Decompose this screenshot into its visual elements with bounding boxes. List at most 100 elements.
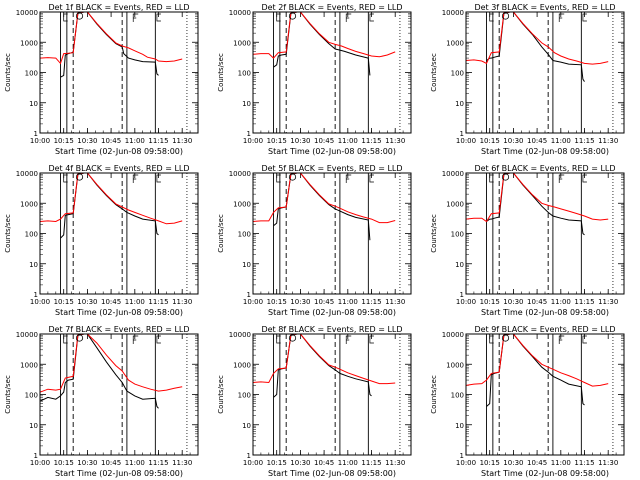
x-axis-label: Start Time (02-Jun-08 09:58:00) [268, 147, 396, 156]
interval-flag-icon [558, 174, 565, 183]
x-tick-label: 10:45 [101, 137, 121, 145]
panel-title: Det 3f BLACK = Events, RED = LLD [474, 3, 615, 12]
x-tick-label: 10:45 [314, 298, 334, 306]
x-tick-label: 10:45 [527, 137, 547, 145]
x-tick-label: 10:00 [30, 137, 50, 145]
x-tick-label: 11:15 [361, 459, 381, 467]
interval-flag-icon [558, 13, 565, 22]
interval-bracket-icon [369, 13, 374, 22]
series-events-line [40, 334, 159, 409]
x-axis-label: Start Time (02-Jun-08 09:58:00) [55, 469, 183, 478]
x-tick-label: 11:00 [338, 137, 358, 145]
series-lld-line [253, 334, 396, 385]
series-events-line [60, 173, 159, 239]
y-tick-label: 1 [34, 452, 38, 460]
x-tick-label: 10:30 [77, 298, 97, 306]
panel: Det 4f BLACK = Events, RED = LLD Start Ti… [4, 164, 199, 317]
x-tick-label: 11:30 [172, 137, 192, 145]
series-lld-line [253, 12, 396, 59]
plot-frame [39, 11, 199, 134]
y-tick-label: 1 [247, 452, 251, 460]
interval-bracket-icon [276, 335, 281, 344]
x-axis-label: Start Time (02-Jun-08 09:58:00) [481, 469, 609, 478]
interval-flag-icon [345, 174, 352, 183]
interval-flag-icon [132, 13, 139, 22]
x-tick-label: 10:45 [527, 459, 547, 467]
x-tick-label: 10:45 [314, 137, 334, 145]
y-tick-label: 10000 [16, 9, 38, 17]
x-tick-label: 10:15 [267, 459, 287, 467]
y-tick-label: 10000 [442, 331, 464, 339]
x-tick-label: 10:30 [290, 459, 310, 467]
x-axis-label: Start Time (02-Jun-08 09:58:00) [55, 147, 183, 156]
x-tick-label: 10:15 [54, 298, 74, 306]
y-tick-label: 100 [25, 70, 38, 78]
y-axis-label: Counts/sec [4, 214, 12, 253]
interval-bracket-icon [369, 335, 374, 344]
series-lld-line [40, 173, 183, 225]
y-tick-label: 10 [455, 261, 464, 269]
y-tick-label: 10000 [16, 331, 38, 339]
y-tick-label: 10 [242, 261, 251, 269]
x-tick-label: 11:15 [148, 137, 168, 145]
y-axis-label: Counts/sec [217, 53, 225, 92]
y-tick-label: 10000 [229, 170, 251, 178]
x-tick-label: 10:00 [456, 137, 476, 145]
panel-title: Det 8f BLACK = Events, RED = LLD [261, 325, 402, 334]
y-tick-label: 1000 [20, 39, 38, 47]
x-tick-label: 10:00 [456, 459, 476, 467]
peak-marker-icon [75, 12, 84, 20]
x-tick-label: 10:00 [456, 298, 476, 306]
series-group [40, 173, 183, 239]
interval-bracket-icon [489, 335, 494, 344]
interval-bracket-icon [156, 174, 161, 183]
x-tick-label: 10:30 [503, 137, 523, 145]
y-tick-label: 100 [451, 392, 464, 400]
x-tick-label: 10:15 [480, 459, 500, 467]
interval-bracket-icon [582, 174, 587, 183]
interval-bracket-icon [276, 174, 281, 183]
x-tick-label: 11:15 [148, 298, 168, 306]
panel: Det 2f BLACK = Events, RED = LLD Start Ti… [217, 3, 412, 156]
x-tick-label: 10:15 [480, 298, 500, 306]
x-tick-label: 10:30 [77, 459, 97, 467]
y-tick-label: 100 [25, 392, 38, 400]
x-tick-label: 10:30 [290, 298, 310, 306]
interval-bracket-icon [582, 13, 587, 22]
interval-bracket-icon [489, 174, 494, 183]
x-tick-label: 10:45 [101, 298, 121, 306]
interval-bracket-icon [156, 13, 161, 22]
x-tick-label: 11:00 [125, 137, 145, 145]
series-group [253, 12, 396, 76]
interval-bracket-icon [276, 13, 281, 22]
y-tick-label: 10000 [229, 331, 251, 339]
panel-title: Det 2f BLACK = Events, RED = LLD [261, 3, 402, 12]
series-group [40, 334, 183, 409]
plot-frame [465, 11, 625, 134]
series-lld-line [466, 334, 609, 387]
x-tick-label: 10:45 [527, 298, 547, 306]
x-tick-label: 11:30 [598, 137, 618, 145]
y-tick-label: 1 [247, 130, 251, 138]
x-axis-label: Start Time (02-Jun-08 09:58:00) [481, 147, 609, 156]
y-tick-label: 10 [242, 100, 251, 108]
x-tick-label: 11:15 [574, 459, 594, 467]
plot-frame [465, 333, 625, 456]
x-tick-label: 11:30 [385, 298, 405, 306]
x-tick-label: 10:15 [267, 137, 287, 145]
x-tick-label: 10:30 [77, 137, 97, 145]
x-tick-label: 11:00 [125, 298, 145, 306]
series-group [253, 173, 396, 241]
y-tick-label: 1 [460, 130, 464, 138]
y-tick-label: 1000 [20, 361, 38, 369]
panel-title: Det 1f BLACK = Events, RED = LLD [48, 3, 189, 12]
series-group [40, 12, 183, 78]
y-tick-label: 10000 [229, 9, 251, 17]
x-tick-label: 11:15 [148, 459, 168, 467]
interval-flag-icon [558, 335, 565, 344]
y-tick-label: 1000 [233, 200, 251, 208]
series-group [466, 173, 609, 236]
series-lld-line [466, 12, 609, 65]
y-tick-label: 10 [455, 422, 464, 430]
series-events-line [273, 12, 371, 76]
